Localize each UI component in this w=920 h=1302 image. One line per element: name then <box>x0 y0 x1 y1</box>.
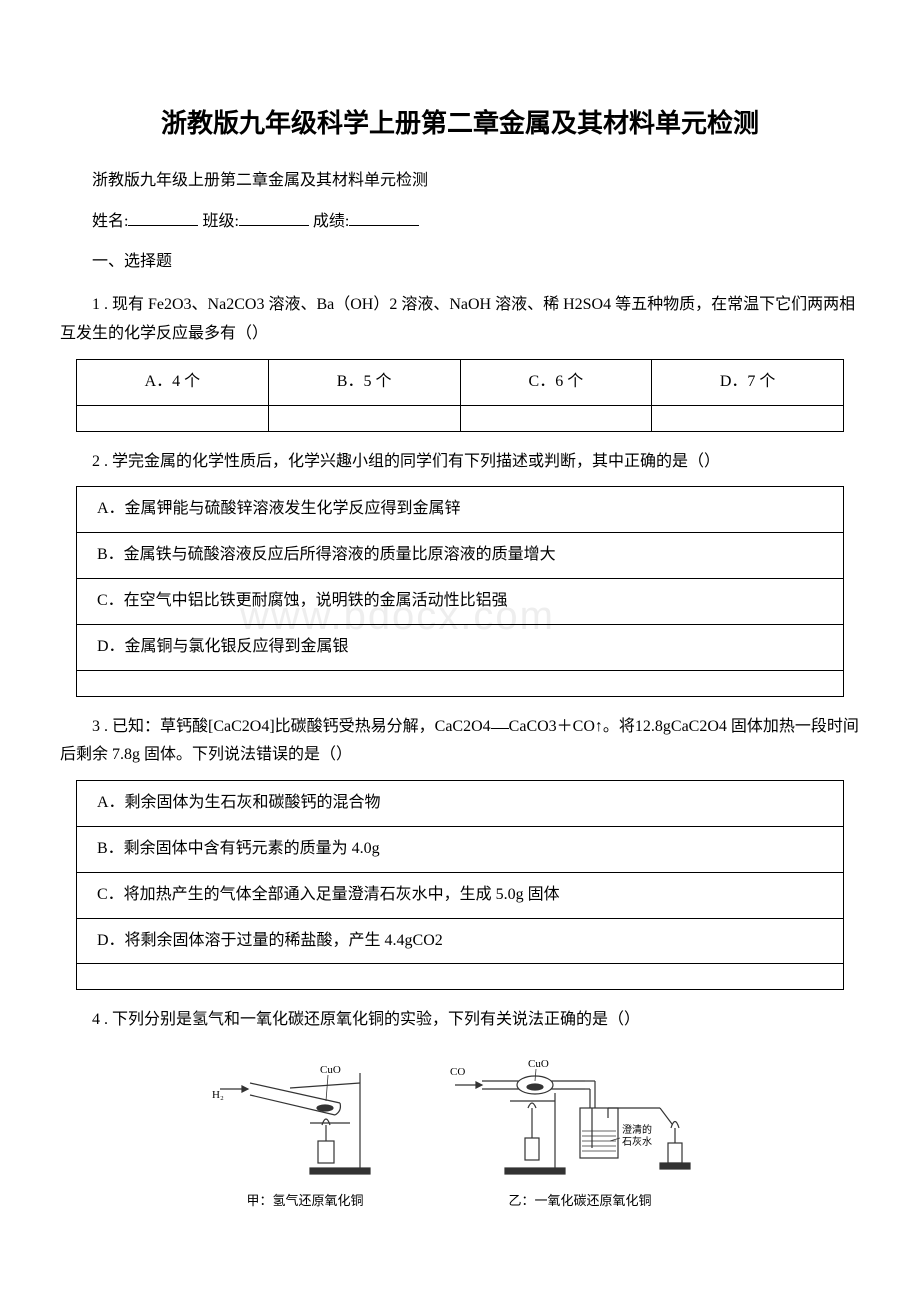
question-2-text: 2 . 学完金属的化学性质后，化学兴趣小组的同学们有下列描述或判断，其中正确的是… <box>60 448 860 477</box>
class-label: 班级: <box>202 213 238 230</box>
figure-a-block: H₂ CuO 甲：氢气还原氧化铜 <box>210 1053 400 1212</box>
figure-a-svg: H₂ CuO <box>210 1053 400 1183</box>
subtitle: 浙教版九年级上册第二章金属及其材料单元检测 <box>60 167 860 196</box>
q1-option-a[interactable]: A．4 个 <box>77 359 269 405</box>
q3-option-b[interactable]: B．剩余固体中含有钙元素的质量为 4.0g <box>77 826 844 872</box>
empty-cell <box>77 670 844 696</box>
empty-cell <box>460 405 652 431</box>
question-3-options-table: A．剩余固体为生石灰和碳酸钙的混合物 B．剩余固体中含有钙元素的质量为 4.0g… <box>76 780 844 990</box>
q2-option-c[interactable]: C．在空气中铝比铁更耐腐蚀，说明铁的金属活动性比铝强 <box>77 578 844 624</box>
figure-b-caption: 乙：一氧化碳还原氧化铜 <box>508 1189 651 1212</box>
q1-option-d[interactable]: D．7 个 <box>652 359 844 405</box>
empty-cell <box>77 964 844 990</box>
empty-cell <box>77 405 269 431</box>
q3-option-d[interactable]: D．将剩余固体溶于过量的稀盐酸，产生 4.4gCO2 <box>77 918 844 964</box>
figure-b-svg: CO CuO 澄清的 石灰水 <box>450 1053 710 1183</box>
q2-option-b[interactable]: B．金属铁与硫酸溶液反应后所得溶液的质量比原溶液的质量增大 <box>77 533 844 579</box>
question-4-text: 4 . 下列分别是氢气和一氧化碳还原氧化铜的实验，下列有关说法正确的是（） <box>60 1006 860 1035</box>
empty-cell <box>652 405 844 431</box>
question-3-text: 3 . 已知：草钙酸[CaC2O4]比碳酸钙受热易分解，CaC2O4CaCO3＋… <box>60 713 860 771</box>
figure-a-caption: 甲：氢气还原氧化铜 <box>246 1189 363 1212</box>
figure-b-block: CO CuO 澄清的 石灰水 乙：一氧化碳还原氧化铜 <box>450 1053 710 1212</box>
section-header-1: 一、选择题 <box>60 248 860 277</box>
fig-b-cuo-label: CuO <box>528 1058 549 1070</box>
q2-option-a[interactable]: A．金属钾能与硫酸锌溶液发生化学反应得到金属锌 <box>77 487 844 533</box>
fig-b-co-label: CO <box>450 1066 465 1078</box>
score-blank[interactable] <box>349 210 419 226</box>
empty-cell <box>268 405 460 431</box>
q1-option-c[interactable]: C．6 个 <box>460 359 652 405</box>
question-1-options-table: A．4 个 B．5 个 C．6 个 D．7 个 <box>76 359 844 432</box>
question-1-text: 1 . 现有 Fe2O3、Na2CO3 溶液、Ba（OH）2 溶液、NaOH 溶… <box>60 291 860 349</box>
fig-a-h2-label: H₂ <box>212 1089 224 1101</box>
fig-b-lime-label-1: 澄清的 <box>622 1123 652 1136</box>
q3-option-c[interactable]: C．将加热产生的气体全部通入足量澄清石灰水中，生成 5.0g 固体 <box>77 872 844 918</box>
q2-option-d[interactable]: D．金属铜与氯化银反应得到金属银 <box>77 624 844 670</box>
q3-option-a[interactable]: A．剩余固体为生石灰和碳酸钙的混合物 <box>77 781 844 827</box>
fig-b-lime-label-2: 石灰水 <box>622 1135 652 1148</box>
class-blank[interactable] <box>239 210 309 226</box>
figure-row: H₂ CuO 甲：氢气还原氧化铜 <box>60 1053 860 1212</box>
page-title: 浙教版九年级科学上册第二章金属及其材料单元检测 <box>60 100 860 147</box>
score-label: 成绩: <box>313 213 349 230</box>
q1-option-b[interactable]: B．5 个 <box>268 359 460 405</box>
q3-arrow <box>491 719 509 729</box>
form-line: 姓名: 班级: 成绩: <box>60 208 860 237</box>
name-blank[interactable] <box>128 210 198 226</box>
name-label: 姓名: <box>92 213 128 230</box>
question-2-options-table: A．金属钾能与硫酸锌溶液发生化学反应得到金属锌 B．金属铁与硫酸溶液反应后所得溶… <box>76 486 844 696</box>
fig-a-cuo-label: CuO <box>320 1064 341 1076</box>
q3-pre: 3 . 已知：草钙酸[CaC2O4]比碳酸钙受热易分解，CaC2O4 <box>92 718 491 735</box>
